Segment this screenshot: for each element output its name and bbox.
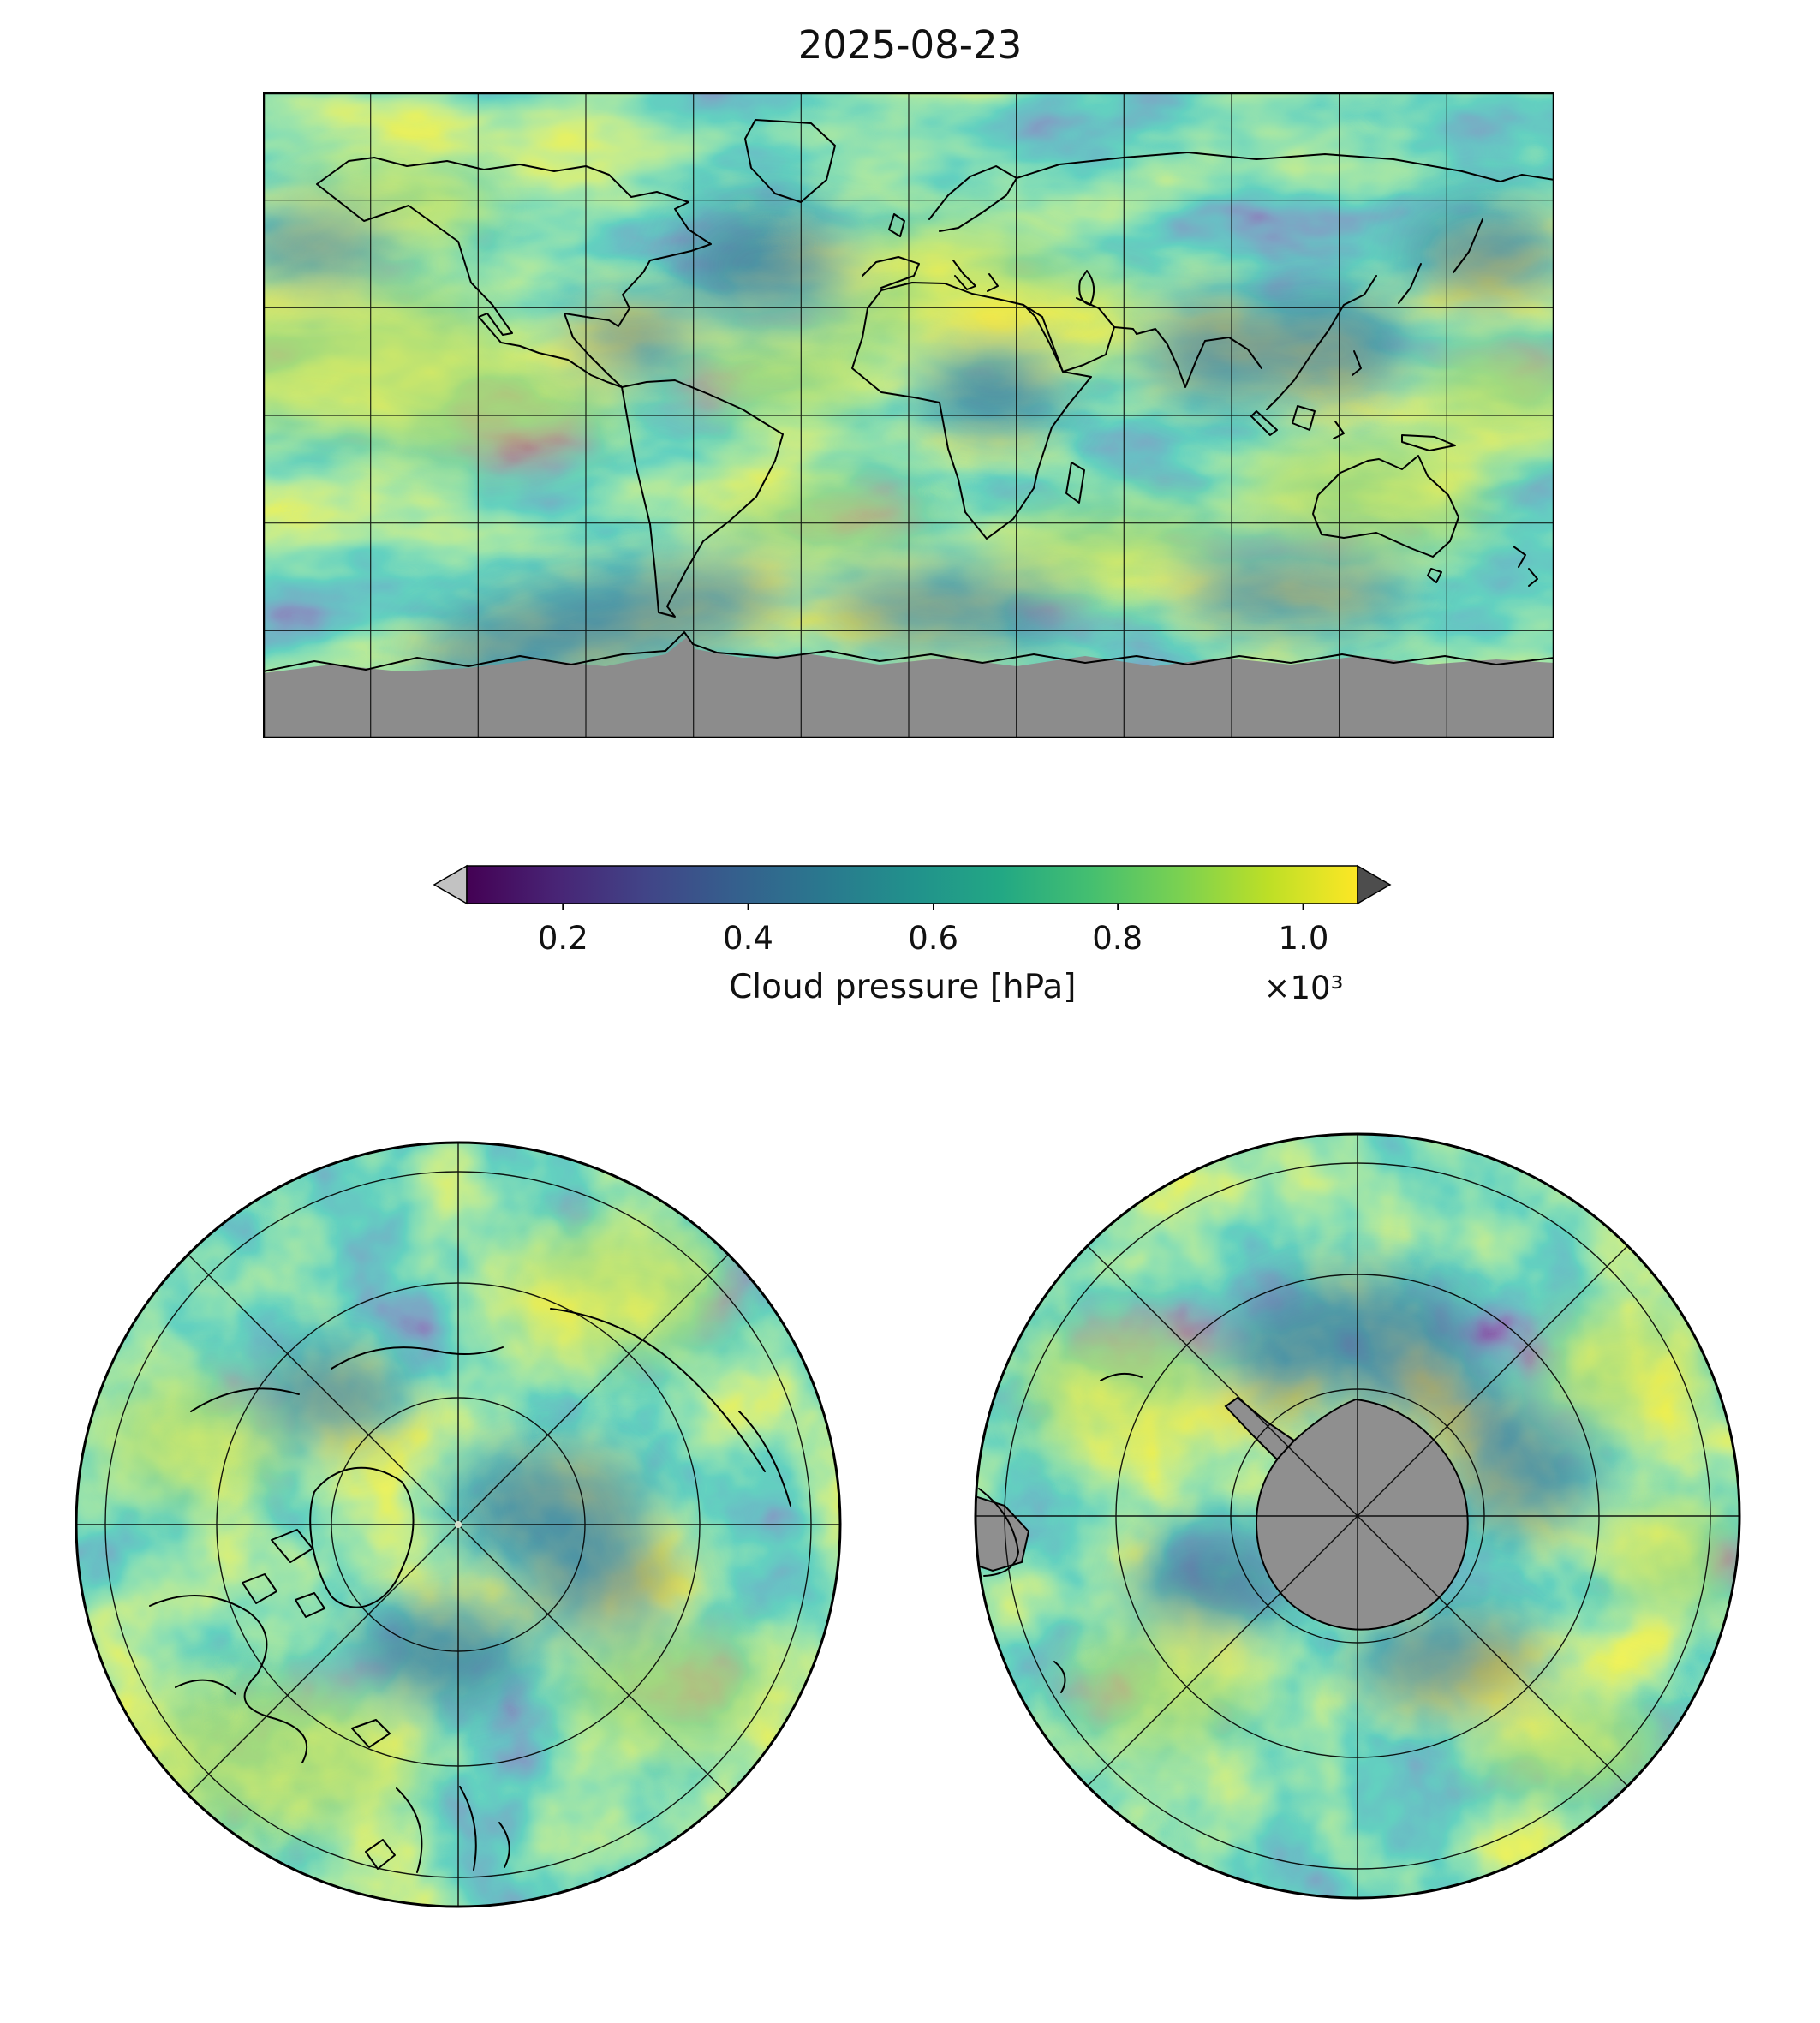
south-america-coastline <box>621 379 784 618</box>
south-polar-graticule <box>976 1134 1739 1898</box>
colorbar-tick-label: 0.6 <box>908 920 959 957</box>
north-polar-panel <box>75 1141 842 1908</box>
colorbar-under-arrow <box>433 864 468 905</box>
scandinavia-polar-coastline <box>459 1786 477 1871</box>
north-america-polar-coastline <box>149 1595 307 1763</box>
colorbar-tick-label: 0.2 <box>537 920 588 957</box>
global-graticule <box>263 92 1554 738</box>
south-polar-rim <box>974 1132 1741 1900</box>
colorbar-caption-row: Cloud pressure [hPa] ×10³ <box>433 959 1392 1011</box>
new-guinea-coastline <box>1401 434 1456 451</box>
kamchatka-coastline <box>1453 218 1483 273</box>
south-polar-panel <box>974 1132 1741 1900</box>
scandinavia-polar-coastline <box>396 1787 423 1873</box>
global-map-border <box>263 92 1554 738</box>
chukotka-coastline <box>331 1346 504 1370</box>
italy-coastline <box>952 260 976 290</box>
arctic-island-coastline <box>242 1573 277 1604</box>
borneo-coastline <box>1292 405 1316 431</box>
colorbar-tick-marks <box>562 904 1304 910</box>
southern-coast-arc <box>1100 1372 1143 1381</box>
figure-title: 2025-08-23 <box>797 22 1023 68</box>
persia-coastline <box>1113 326 1137 335</box>
colorbar-tick-label: 0.8 <box>1092 920 1143 957</box>
greenland-polar-coastline <box>309 1466 415 1608</box>
antarctica-coastline <box>263 631 1554 672</box>
sumatra-coastline <box>1250 410 1278 436</box>
hudson-bay-coastline <box>175 1679 236 1695</box>
southern-island-coastline <box>1658 1770 1696 1798</box>
chile-fjords-coastline <box>978 1488 1019 1577</box>
antarctic-peninsula <box>1224 1396 1296 1461</box>
siberia-coastline <box>1016 152 1554 182</box>
global-map-panel <box>263 92 1554 738</box>
siberia-polar-coastline <box>738 1411 791 1507</box>
colorbar-scale-note: ×10³ <box>1263 970 1344 1006</box>
colorbar-bar <box>433 864 1392 910</box>
colorbar-tick-labels: 0.2 0.4 0.6 0.8 1.0 <box>433 913 1392 959</box>
philippines-coastline <box>1352 350 1362 376</box>
north-polar-cloud-overlays <box>107 1225 775 1833</box>
arctic-island-coastline <box>271 1529 313 1563</box>
arabia-coastline <box>1023 297 1115 373</box>
japan-coastline <box>1398 263 1422 304</box>
madagascar-coastline <box>1065 462 1085 504</box>
baltic-coastline <box>498 1822 510 1868</box>
greece-coastline <box>987 273 999 292</box>
britain-coastline <box>888 213 905 237</box>
africa-coastline <box>851 282 1092 540</box>
australia-coastline <box>1312 455 1459 558</box>
colorbar-gradient <box>466 865 1358 904</box>
colorbar-tick-label: 0.4 <box>723 920 773 957</box>
global-coastlines <box>263 119 1554 672</box>
global-map-cloud-overlays <box>263 161 1554 685</box>
north-pole-marker <box>455 1521 462 1528</box>
east-asia-coastline <box>1266 275 1377 410</box>
britain-polar-coastline <box>365 1839 396 1870</box>
south-polar-cloud-overlays <box>1023 1276 1739 1799</box>
colorbar-tick-label: 1.0 <box>1278 920 1329 957</box>
india-coastline <box>1136 328 1262 388</box>
southern-coast-arc <box>1053 1661 1066 1693</box>
north-america-coastline <box>316 157 712 388</box>
tasmania-coastline <box>1427 568 1442 583</box>
sulawesi-coastline <box>1333 421 1345 439</box>
north-polar-rim <box>75 1141 842 1908</box>
colorbar: 0.2 0.4 0.6 0.8 1.0 Cloud pressure [hPa]… <box>433 863 1392 1011</box>
southern-island-coastline <box>1701 1724 1727 1745</box>
colorbar-label: Cloud pressure [hPa] <box>729 968 1077 1006</box>
north-polar-coastlines <box>149 1308 791 1873</box>
new-zealand-coastline <box>1513 546 1538 587</box>
antarctica-missing-data <box>976 1396 1469 1631</box>
alaska-polar-coastline <box>190 1387 300 1412</box>
colorbar-over-arrow <box>1357 864 1392 905</box>
siberia-polar-coastline <box>550 1308 766 1472</box>
arctic-island-coastline <box>295 1592 325 1618</box>
iceland-coastline <box>351 1719 391 1748</box>
